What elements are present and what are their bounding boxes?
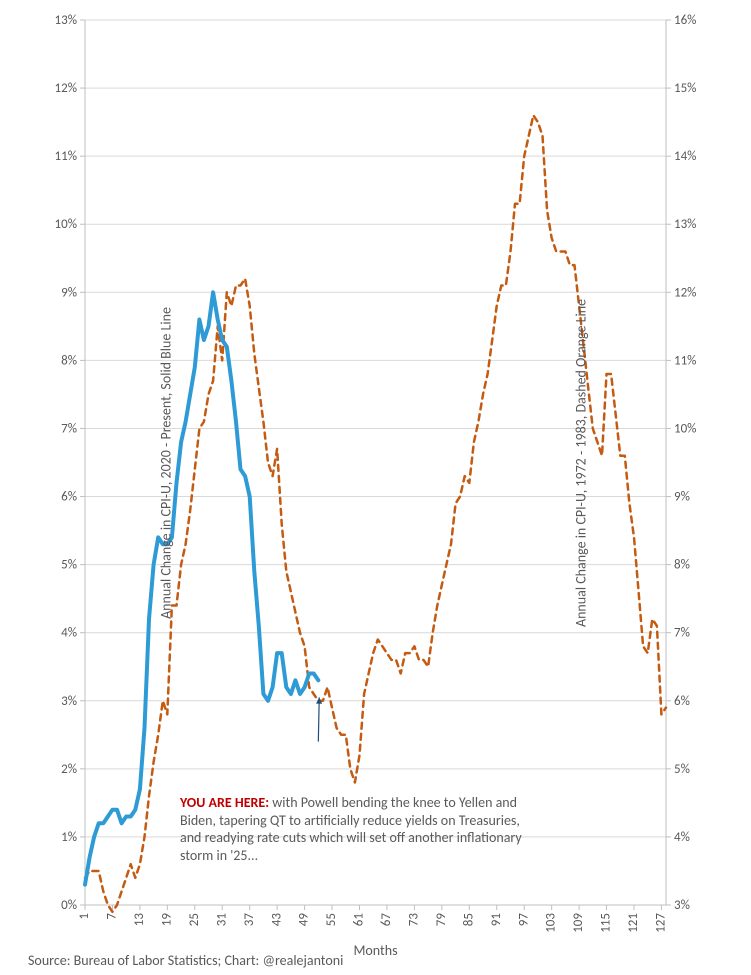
svg-text:61: 61 — [352, 913, 367, 926]
svg-text:5%: 5% — [61, 558, 77, 573]
svg-text:13%: 13% — [55, 13, 77, 28]
svg-text:14%: 14% — [674, 149, 696, 164]
svg-text:1: 1 — [77, 913, 92, 920]
svg-text:115: 115 — [599, 913, 614, 933]
svg-text:9%: 9% — [674, 490, 690, 505]
svg-text:4%: 4% — [61, 626, 77, 641]
svg-text:3%: 3% — [674, 898, 690, 913]
svg-text:37: 37 — [242, 913, 257, 927]
svg-text:121: 121 — [626, 913, 641, 933]
svg-text:97: 97 — [516, 913, 531, 927]
svg-text:85: 85 — [461, 913, 476, 926]
svg-text:10%: 10% — [55, 217, 77, 232]
svg-text:49: 49 — [297, 913, 312, 927]
svg-text:11%: 11% — [674, 353, 696, 368]
svg-text:79: 79 — [434, 913, 449, 927]
svg-text:12%: 12% — [55, 81, 77, 96]
svg-text:19: 19 — [159, 913, 174, 927]
svg-text:7: 7 — [105, 913, 120, 920]
x-axis-label: Months — [353, 942, 397, 959]
y-axis-right-label: Annual Change in CPI-U, 1972 - 1983, Das… — [572, 298, 589, 626]
svg-text:2%: 2% — [61, 762, 77, 777]
svg-text:6%: 6% — [61, 490, 77, 505]
annotation-arrow — [318, 697, 319, 741]
svg-text:6%: 6% — [674, 694, 690, 709]
svg-text:11%: 11% — [55, 149, 77, 164]
svg-text:1%: 1% — [61, 830, 77, 845]
svg-text:16%: 16% — [674, 13, 696, 28]
annotation-lead: YOU ARE HERE: — [180, 794, 269, 811]
svg-text:91: 91 — [489, 913, 504, 926]
svg-text:109: 109 — [571, 913, 586, 933]
svg-text:7%: 7% — [674, 626, 690, 641]
svg-text:3%: 3% — [61, 694, 77, 709]
annotation-text: YOU ARE HERE: with Powell bending the kn… — [180, 794, 540, 864]
y-axis-left-label: Annual Change in CPI-U, 2020 - Present, … — [157, 307, 174, 619]
chart-container: 0% 1% 2% 3% 4% 5% 6% 7% 8% 9% 10% 11% 12% 13% 3% 4% 5% 6%… — [0, 0, 751, 975]
svg-text:9%: 9% — [61, 285, 77, 300]
svg-text:25: 25 — [187, 913, 202, 926]
svg-text:31: 31 — [214, 913, 229, 926]
svg-text:67: 67 — [379, 913, 394, 927]
svg-text:12%: 12% — [674, 285, 696, 300]
svg-text:5%: 5% — [674, 762, 690, 777]
svg-text:13%: 13% — [674, 217, 696, 232]
svg-text:8%: 8% — [674, 558, 690, 573]
svg-text:0%: 0% — [61, 898, 77, 913]
source-text: Source: Bureau of Labor Statistics; Char… — [28, 952, 343, 969]
svg-text:7%: 7% — [61, 421, 77, 436]
svg-text:4%: 4% — [674, 830, 690, 845]
svg-text:127: 127 — [654, 913, 669, 933]
svg-text:103: 103 — [544, 913, 559, 933]
svg-text:10%: 10% — [674, 421, 696, 436]
svg-text:13: 13 — [132, 913, 147, 927]
svg-text:43: 43 — [269, 913, 284, 927]
svg-text:73: 73 — [406, 913, 421, 927]
svg-text:8%: 8% — [61, 353, 77, 368]
svg-text:15%: 15% — [674, 81, 696, 96]
svg-text:55: 55 — [324, 913, 339, 926]
